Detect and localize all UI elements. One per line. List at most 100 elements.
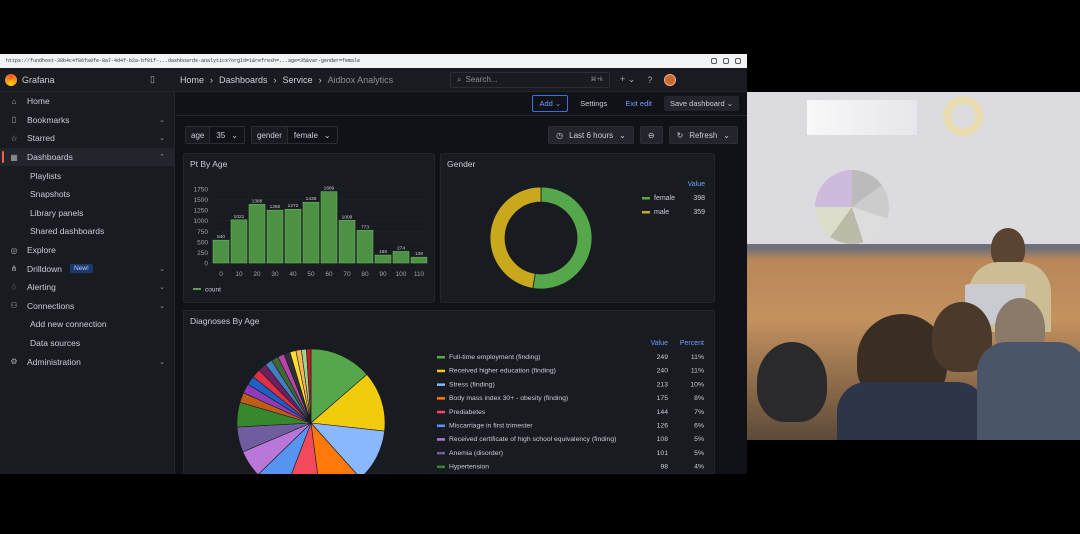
bar[interactable] <box>410 256 428 264</box>
sidebar-item-label: Starred <box>27 133 55 144</box>
legend-label[interactable]: Received certificate of high school equi… <box>449 436 616 443</box>
pie-slice[interactable] <box>310 422 385 474</box>
bar[interactable] <box>356 230 374 264</box>
time-picker[interactable]: ◷ Last 6 hours ⌄ <box>548 126 634 144</box>
sidebar-item-explore[interactable]: ◎ Explore <box>0 241 174 260</box>
add-new-menu[interactable]: + ⌄ <box>620 74 636 84</box>
legend-label[interactable]: Miscarriage in first trimester <box>449 423 533 430</box>
pie-slice[interactable] <box>310 422 360 474</box>
bar[interactable] <box>212 239 230 264</box>
chevron-down-icon[interactable]: ⌄ <box>159 358 165 366</box>
legend-label[interactable]: female <box>654 195 675 202</box>
bar-chart: 0250500750100012501500175054001021101388… <box>193 186 428 294</box>
save-label: Save dashboard <box>670 99 725 108</box>
y-tick-label: 1750 <box>194 187 209 194</box>
zoom-out-button[interactable]: ⊖ <box>639 126 663 144</box>
bar[interactable] <box>284 208 302 264</box>
pie-slice[interactable] <box>310 374 386 432</box>
bar[interactable] <box>392 251 410 264</box>
legend-label[interactable]: male <box>654 209 669 216</box>
chevron-down-icon[interactable]: ⌄ <box>159 135 165 143</box>
chevron-down-icon: ⌄ <box>323 130 331 140</box>
search-placeholder: Search... <box>465 75 498 84</box>
breadcrumb-service[interactable]: Service <box>282 74 313 85</box>
sidebar-item-connections[interactable]: ⚇ Connections ⌄ <box>0 297 174 316</box>
legend-label[interactable]: Anemia (disorder) <box>449 450 503 457</box>
sidebar-item-add-new-connection[interactable]: Add new connection <box>0 315 174 334</box>
panel-gender[interactable]: Gender Value female 398 male 359 <box>440 153 715 303</box>
extension-icon[interactable] <box>711 58 717 64</box>
settings-button[interactable]: Settings <box>580 99 608 108</box>
donut-chart: Value female 398 male 359 <box>489 181 705 290</box>
bar[interactable] <box>266 209 284 264</box>
dock-menu-icon[interactable]: ▯ <box>150 74 155 84</box>
gear-icon: ⚙ <box>10 357 18 367</box>
breadcrumb-home[interactable]: Home <box>180 74 205 85</box>
audience-body <box>837 382 987 440</box>
bar-value-label: 1388 <box>252 198 263 204</box>
address-bar[interactable]: https://fundhost-38b4c4f86fa0fe-8a7-4d4f… <box>0 54 747 68</box>
sidebar-item-home[interactable]: ⌂ Home <box>0 92 174 111</box>
add-button[interactable]: Add ⌄ <box>532 95 569 112</box>
bar[interactable] <box>338 220 356 264</box>
x-tick-label: 100 <box>396 271 407 278</box>
extension-icon[interactable] <box>723 58 729 64</box>
chevron-down-icon[interactable]: ⌄ <box>159 302 165 310</box>
variable-age-name: age <box>186 127 211 143</box>
url-text[interactable]: https://fundhost-38b4c4f86fa0fe-8a7-4d4f… <box>6 58 361 64</box>
legend-swatch <box>437 397 445 400</box>
variable-gender-value[interactable]: female ⌄ <box>288 131 337 140</box>
panel-diagnoses[interactable]: Diagnoses By Age Value Percent Full-time e… <box>183 310 715 474</box>
variable-age-value[interactable]: 35 ⌄ <box>210 131 244 140</box>
chevron-down-icon[interactable]: ⌄ <box>159 116 165 124</box>
pie-slice[interactable] <box>306 348 312 424</box>
legend-label[interactable]: Stress (finding) <box>449 381 495 388</box>
sidebar-item-label: Snapshots <box>30 189 71 200</box>
pie-slice[interactable] <box>310 348 368 424</box>
refresh-button[interactable]: ↻ Refresh ⌄ <box>668 126 738 144</box>
chevron-down-icon[interactable]: ⌄ <box>159 265 165 273</box>
legend-label[interactable]: Body mass index 30+ - obesity (finding) <box>449 395 568 402</box>
sidebar-item-alerting[interactable]: ♢ Alerting ⌄ <box>0 278 174 297</box>
legend-label[interactable]: Full-time employment (finding) <box>449 354 540 361</box>
sidebar-item-playlists[interactable]: Playlists <box>0 166 174 185</box>
app-name[interactable]: Grafana <box>22 74 55 85</box>
exit-edit-button[interactable]: Exit edit <box>625 99 652 108</box>
help-icon[interactable]: ? <box>647 74 653 85</box>
sidebar-item-shared-dashboards[interactable]: Shared dashboards <box>0 222 174 241</box>
home-icon: ⌂ <box>11 96 17 106</box>
avatar[interactable] <box>664 73 677 86</box>
legend-label[interactable]: Received higher education (finding) <box>449 368 556 375</box>
sidebar-item-data-sources[interactable]: Data sources <box>0 334 174 353</box>
bar[interactable] <box>248 204 266 264</box>
search-input[interactable]: ⌕ Search... ⌘+k <box>450 71 610 88</box>
pie-slice[interactable] <box>285 422 321 474</box>
x-tick-label: 80 <box>361 271 369 278</box>
breadcrumb-dashboards[interactable]: Dashboards <box>219 74 268 85</box>
sidebar-item-administration[interactable]: ⚙ Administration ⌄ <box>0 352 174 371</box>
bar[interactable] <box>302 201 320 264</box>
sidebar-item-library-panels[interactable]: Library panels <box>0 204 174 223</box>
legend-label[interactable]: count <box>205 287 221 294</box>
chevron-up-icon[interactable]: ⌃ <box>159 154 165 162</box>
donut-slice-female[interactable] <box>532 186 593 290</box>
sidebar-item-dashboards[interactable]: ▦ Dashboards ⌃ <box>0 147 174 167</box>
bar[interactable] <box>230 219 248 264</box>
sidebar-item-snapshots[interactable]: Snapshots <box>0 185 174 204</box>
menu-icon[interactable] <box>735 58 741 64</box>
sidebar-item-bookmarks[interactable]: ▯ Bookmarks ⌄ <box>0 111 174 130</box>
grid-icon: ▦ <box>10 152 18 162</box>
legend-label[interactable]: Prediabetes <box>449 409 486 416</box>
legend-label[interactable]: Hypertension <box>449 464 489 471</box>
bar[interactable] <box>374 254 392 264</box>
sidebar-item-drilldown[interactable]: ⋔ Drilldown New! ⌄ <box>0 259 174 278</box>
variable-gender[interactable]: gender female ⌄ <box>250 126 338 144</box>
panel-pt-by-age[interactable]: Pt By Age 0 250 500 750 1000 1250 1500 1750 540 0… <box>183 153 435 303</box>
variable-age[interactable]: age 35 ⌄ <box>185 126 245 144</box>
bar[interactable] <box>320 191 338 264</box>
save-dashboard-button[interactable]: Save dashboard ⌄ <box>664 96 739 111</box>
chevron-down-icon[interactable]: ⌄ <box>159 284 165 292</box>
sidebar-item-starred[interactable]: ☆ Starred ⌄ <box>0 129 174 148</box>
donut-slice-male[interactable] <box>489 186 542 289</box>
grafana-logo-icon[interactable] <box>0 73 22 86</box>
